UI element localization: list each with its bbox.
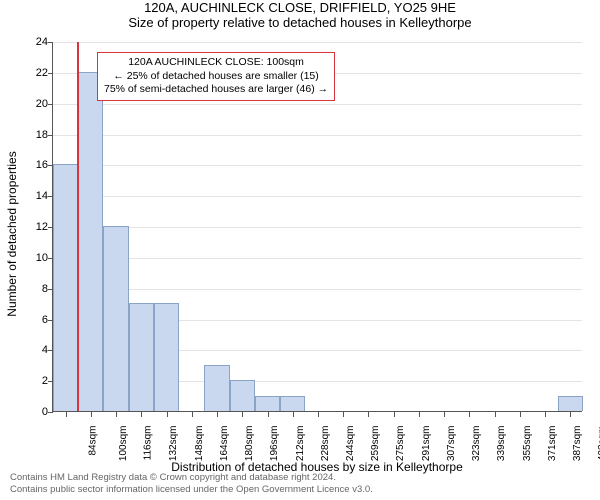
annotation-line-1: 120A AUCHINLECK CLOSE: 100sqm xyxy=(104,56,328,70)
ytick-mark xyxy=(48,135,53,136)
gridline xyxy=(53,196,582,197)
ytick-mark xyxy=(48,73,53,74)
page-title: 120A, AUCHINLECK CLOSE, DRIFFIELD, YO25 … xyxy=(0,0,600,15)
xtick-mark xyxy=(192,412,193,417)
xtick-mark xyxy=(217,412,218,417)
annotation-box: 120A AUCHINLECK CLOSE: 100sqm ← 25% of d… xyxy=(97,52,335,101)
xtick-mark xyxy=(469,412,470,417)
gridline xyxy=(53,258,582,259)
xtick-mark xyxy=(495,412,496,417)
footer-line-2: Contains public sector information licen… xyxy=(10,484,373,496)
ytick-label: 2 xyxy=(18,375,48,387)
xtick-mark xyxy=(141,412,142,417)
ytick-mark xyxy=(48,42,53,43)
ytick-label: 10 xyxy=(18,252,48,264)
gridline xyxy=(53,227,582,228)
gridline xyxy=(53,42,582,43)
ytick-label: 20 xyxy=(18,98,48,110)
xtick-mark xyxy=(545,412,546,417)
gridline xyxy=(53,165,582,166)
histogram-bar xyxy=(558,396,583,411)
annotation-line-2: ← 25% of detached houses are smaller (15… xyxy=(104,70,328,84)
ytick-label: 18 xyxy=(18,129,48,141)
xtick-label: 148sqm xyxy=(194,426,205,462)
histogram-bar xyxy=(129,303,154,411)
xtick-mark xyxy=(116,412,117,417)
ytick-mark xyxy=(48,412,53,413)
ytick-label: 24 xyxy=(18,36,48,48)
xtick-mark xyxy=(570,412,571,417)
xtick-label: 132sqm xyxy=(168,426,179,462)
histogram-bar xyxy=(53,164,78,411)
xtick-mark xyxy=(520,412,521,417)
chart-subtitle: Size of property relative to detached ho… xyxy=(0,15,600,30)
gridline xyxy=(53,135,582,136)
xtick-label: 275sqm xyxy=(396,426,407,462)
xtick-mark xyxy=(66,412,67,417)
xtick-label: 387sqm xyxy=(572,426,583,462)
ytick-mark xyxy=(48,104,53,105)
xtick-label: 116sqm xyxy=(142,426,153,461)
ytick-label: 8 xyxy=(18,283,48,295)
xtick-label: 84sqm xyxy=(87,426,98,456)
ytick-label: 14 xyxy=(18,190,48,202)
annotation-line-3: 75% of semi-detached houses are larger (… xyxy=(104,83,328,97)
xtick-label: 212sqm xyxy=(295,426,306,462)
histogram-bar xyxy=(230,380,255,411)
xtick-mark xyxy=(444,412,445,417)
xtick-mark xyxy=(91,412,92,417)
xtick-mark xyxy=(419,412,420,417)
xtick-mark xyxy=(293,412,294,417)
xtick-label: 259sqm xyxy=(370,426,381,462)
histogram-bar xyxy=(78,72,103,411)
xtick-label: 339sqm xyxy=(497,426,508,462)
xtick-label: 100sqm xyxy=(118,426,129,462)
histogram-bar xyxy=(103,226,128,411)
histogram-bar xyxy=(255,396,280,411)
ytick-label: 6 xyxy=(18,314,48,326)
gridline xyxy=(53,104,582,105)
histogram-bar xyxy=(204,365,229,411)
ytick-label: 12 xyxy=(18,221,48,233)
chart-container: 02468101214161820222484sqm100sqm116sqm13… xyxy=(52,42,582,412)
ytick-label: 22 xyxy=(18,67,48,79)
xtick-label: 164sqm xyxy=(219,426,230,462)
footer-attribution: Contains HM Land Registry data © Crown c… xyxy=(10,472,373,496)
xtick-mark xyxy=(268,412,269,417)
xtick-label: 355sqm xyxy=(522,426,533,462)
xtick-label: 323sqm xyxy=(471,426,482,462)
xtick-label: 244sqm xyxy=(345,426,356,462)
ytick-label: 4 xyxy=(18,344,48,356)
xtick-mark xyxy=(343,412,344,417)
xtick-mark xyxy=(318,412,319,417)
xtick-label: 291sqm xyxy=(421,426,432,462)
xtick-label: 371sqm xyxy=(547,426,558,462)
subject-marker-line xyxy=(77,42,79,411)
xtick-mark xyxy=(368,412,369,417)
footer-line-1: Contains HM Land Registry data © Crown c… xyxy=(10,472,373,484)
xtick-label: 180sqm xyxy=(244,426,255,462)
xtick-label: 307sqm xyxy=(446,426,457,462)
xtick-label: 228sqm xyxy=(320,426,331,462)
histogram-bar xyxy=(280,396,305,411)
xtick-mark xyxy=(167,412,168,417)
histogram-bar xyxy=(154,303,179,411)
ytick-label: 0 xyxy=(18,406,48,418)
xtick-mark xyxy=(394,412,395,417)
gridline xyxy=(53,289,582,290)
ytick-label: 16 xyxy=(18,159,48,171)
xtick-label: 196sqm xyxy=(269,426,280,462)
xtick-mark xyxy=(242,412,243,417)
